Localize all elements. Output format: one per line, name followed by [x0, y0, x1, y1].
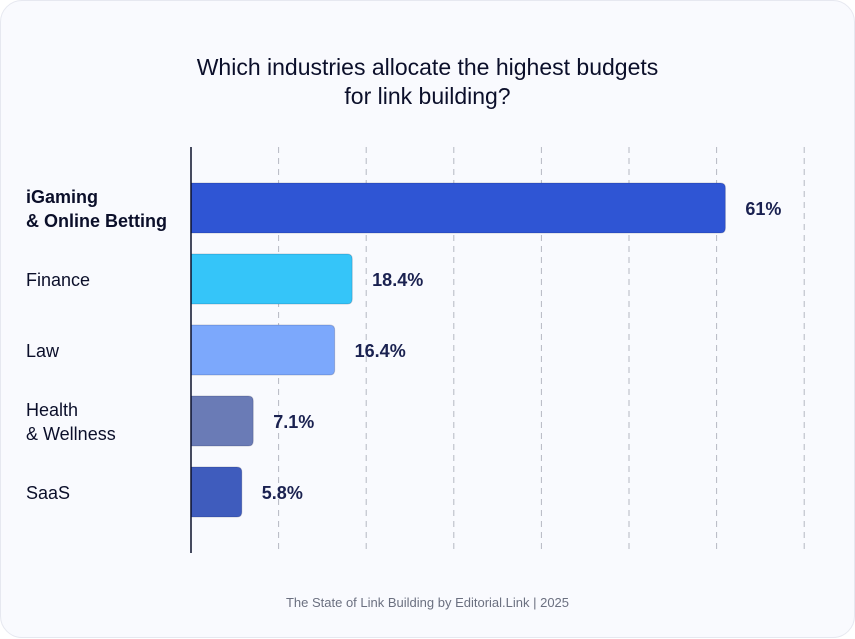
bar [190, 253, 353, 305]
value-label: 7.1% [273, 412, 314, 432]
category-label: & Wellness [26, 424, 116, 444]
category-label: Finance [26, 270, 90, 290]
category-label: Health [26, 400, 78, 420]
bar [190, 466, 243, 518]
bar [190, 182, 726, 234]
chart-title: Which industries allocate the highest bu… [1, 53, 854, 111]
value-label: 18.4% [372, 270, 423, 290]
title-line-1: Which industries allocate the highest bu… [196, 54, 659, 80]
bar [190, 395, 254, 447]
footer-source: The State of Link Building by Editorial.… [285, 595, 570, 610]
category-label: SaaS [26, 483, 70, 503]
value-label: 5.8% [262, 483, 303, 503]
value-label: 61% [745, 199, 781, 219]
category-label: & Online Betting [26, 211, 167, 231]
category-label: Law [26, 341, 60, 361]
category-label: iGaming [26, 187, 98, 207]
bar [190, 324, 336, 376]
title-line-2: for link building? [344, 83, 511, 109]
value-label: 16.4% [355, 341, 406, 361]
